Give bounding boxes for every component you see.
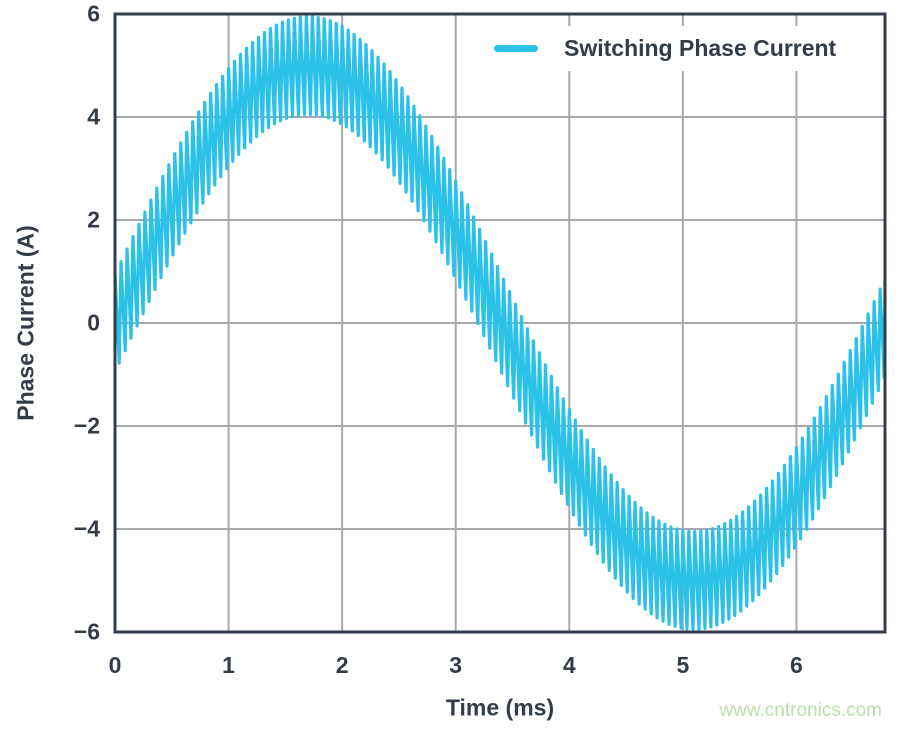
- waveform-switching-phase-current: [115, 15, 885, 632]
- plot-border: [113, 12, 887, 634]
- x-tick-label: 2: [335, 652, 349, 678]
- x-tick-label: 0: [108, 652, 122, 678]
- y-tick-label: 6: [87, 0, 100, 27]
- legend-line-swatch: [494, 45, 538, 52]
- x-tick-label: 6: [790, 652, 803, 678]
- y-tick-label: 2: [87, 206, 100, 233]
- y-tick-label: 0: [87, 309, 100, 336]
- legend-label: Switching Phase Current: [564, 35, 837, 61]
- legend: Switching Phase Current: [478, 26, 853, 71]
- x-axis-title: Time (ms): [445, 694, 555, 721]
- y-axis-title: Phase Current (A): [12, 225, 39, 421]
- y-tick-label: 4: [87, 103, 100, 130]
- x-tick-label: 4: [562, 652, 576, 678]
- y-tick-label: −2: [73, 412, 100, 439]
- x-tick-label: 5: [676, 652, 690, 678]
- y-tick-label: −4: [73, 515, 100, 542]
- x-tick-label: 3: [449, 652, 463, 678]
- x-tick-label: 1: [222, 652, 235, 678]
- y-tick-label: −6: [73, 618, 100, 645]
- watermark-text: www.cntronics.com: [719, 700, 882, 721]
